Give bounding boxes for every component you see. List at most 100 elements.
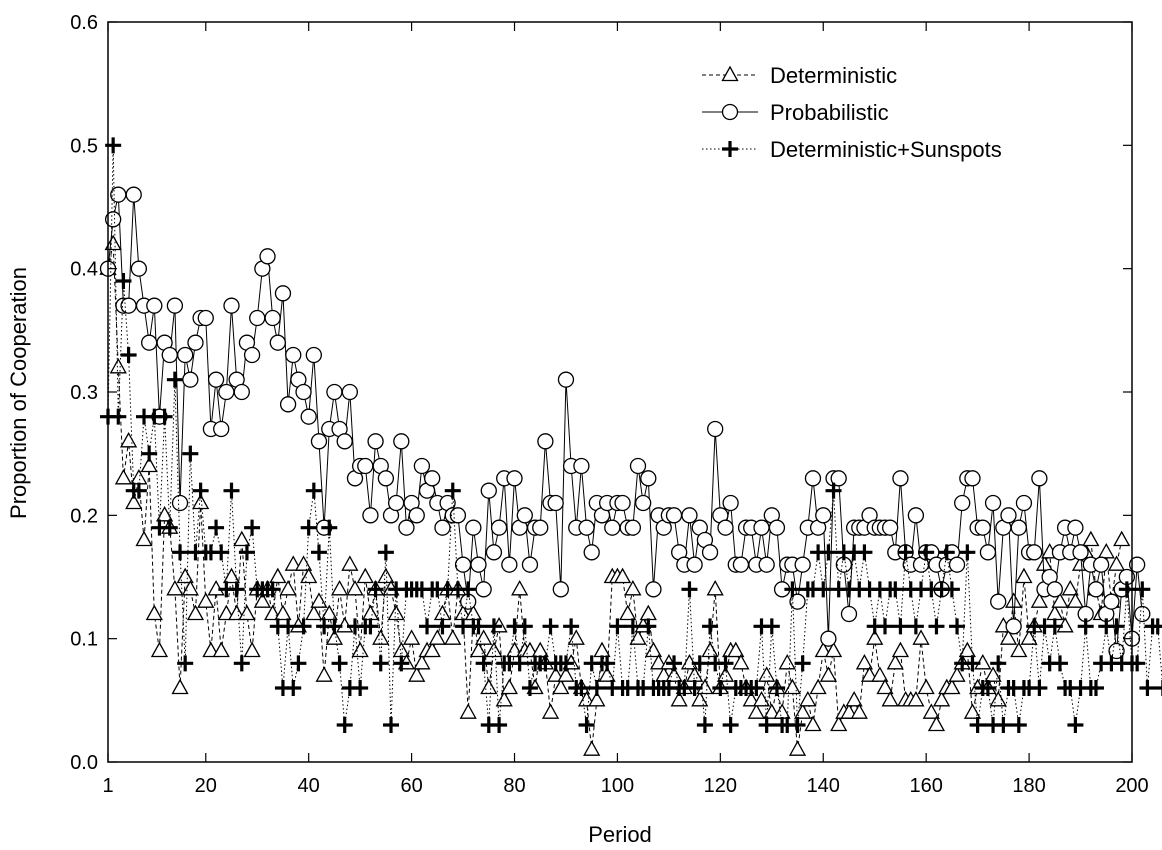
- probabilistic-point-59: [398, 519, 415, 536]
- probabilistic-point-55: [377, 470, 395, 487]
- deterministic-point-18: [186, 604, 205, 621]
- probabilistic-point-33: [264, 309, 281, 327]
- y-tick-label-0.6: 0.6: [70, 12, 98, 34]
- deterministic-sunspots-point-122: [722, 717, 739, 733]
- probabilistic-point-83: [521, 556, 539, 573]
- deterministic-sunspots-point-135: [789, 717, 806, 733]
- deterministic-point-155: [891, 641, 910, 658]
- deterministic-point-4: [114, 468, 133, 485]
- deterministic-point-76: [485, 641, 503, 658]
- probabilistic-point-2: [104, 211, 122, 228]
- deterministic-sunspots-point-174: [990, 655, 1007, 672]
- probabilistic-point-135: [789, 593, 806, 610]
- probabilistic-point-143: [830, 470, 847, 487]
- deterministic-sunspots-point-140: [815, 581, 832, 598]
- deterministic-point-10: [145, 604, 163, 621]
- deterministic-sunspots-point-77: [491, 717, 508, 733]
- deterministic-point-71: [459, 703, 477, 719]
- deterministic-sunspots-point-9: [141, 445, 158, 462]
- deterministic-sunspots-point-52: [362, 618, 379, 635]
- deterministic-sunspots-point-33: [264, 581, 281, 598]
- deterministic-point-89: [552, 678, 570, 695]
- deterministic-sunspots-point-76: [485, 618, 502, 635]
- deterministic-sunspots-point-44: [321, 519, 338, 536]
- deterministic-point-154: [886, 653, 904, 670]
- deterministic-sunspots-point-117: [696, 717, 713, 733]
- probabilistic-point-58: [393, 433, 410, 450]
- deterministic-sunspots-point-28: [238, 544, 255, 561]
- deterministic-sunspots-point-168: [959, 544, 976, 561]
- deterministic-sunspots-point-121: [717, 655, 734, 672]
- deterministic-point-168: [958, 641, 976, 658]
- series-layer: [99, 137, 1162, 756]
- legend-marker-deterministic: [721, 65, 739, 82]
- deterministic-point-21: [202, 641, 220, 658]
- deterministic-sunspots-point-83: [521, 680, 538, 696]
- probabilistic-point-69: [449, 507, 467, 524]
- legend-marker-probabilistic: [721, 103, 739, 121]
- deterministic-point-176: [999, 629, 1018, 645]
- deterministic-point-180: [1020, 629, 1038, 645]
- deterministic-point-24: [217, 604, 235, 621]
- legend-marker-deterministic-sunspots: [722, 141, 738, 157]
- deterministic-point-123: [727, 641, 745, 658]
- probabilistic-point-73: [470, 556, 487, 573]
- probabilistic-point-42: [310, 433, 328, 450]
- deterministic-sunspots-point-162: [928, 618, 945, 635]
- probabilistic-point-62: [413, 457, 431, 475]
- y-tick-label-0.4: 0.4: [70, 259, 98, 281]
- deterministic-point-98: [598, 666, 616, 682]
- deterministic-point-31: [253, 592, 271, 608]
- deterministic-sunspots-point-100: [609, 618, 626, 635]
- deterministic-point-138: [804, 715, 822, 732]
- probabilistic-point-88: [547, 494, 564, 512]
- deterministic-point-20: [197, 592, 215, 608]
- probabilistic-point-76: [485, 544, 503, 561]
- probabilistic-point-129: [758, 556, 775, 573]
- probabilistic-point-14: [166, 297, 184, 314]
- deterministic-point-9: [140, 456, 158, 473]
- deterministic-sunspots-point-5: [120, 347, 137, 363]
- deterministic-point-145: [840, 703, 858, 719]
- deterministic-sunspots-point-106: [640, 618, 657, 635]
- deterministic-sunspots-point-42: [310, 544, 327, 561]
- probabilistic-point-61: [408, 507, 425, 524]
- probabilistic-point-171: [974, 519, 991, 536]
- deterministic-sunspots-point-17: [182, 445, 199, 462]
- deterministic-sunspots-point-111: [666, 655, 683, 672]
- deterministic-sunspots-point-160: [918, 544, 935, 561]
- probabilistic-point-6: [125, 186, 142, 203]
- x-tick-label-200: 200: [1115, 775, 1148, 797]
- deterministic-sunspots-point-40: [300, 519, 317, 536]
- deterministic-point-135: [788, 740, 807, 756]
- deterministic-sunspots-point-25: [223, 482, 240, 499]
- deterministic-sunspots-point-178: [1010, 717, 1027, 733]
- probabilistic-point-190: [1072, 544, 1089, 561]
- x-tick-label-60: 60: [400, 775, 422, 797]
- probabilistic-point-16: [177, 346, 194, 364]
- deterministic-sunspots-point-115: [686, 680, 703, 696]
- x-tick-label-180: 180: [1012, 775, 1045, 797]
- deterministic-sunspots-point-169: [964, 655, 981, 672]
- probabilistic-point-66: [434, 519, 451, 536]
- deterministic-sunspots-point-127: [748, 680, 765, 696]
- deterministic-sunspots-point-155: [892, 618, 909, 635]
- legend-label-deterministic: Deterministic: [770, 63, 897, 88]
- deterministic-point-25: [222, 567, 241, 584]
- deterministic-sunspots-point-91: [563, 618, 580, 635]
- deterministic-sunspots-series: [100, 137, 1162, 733]
- deterministic-sunspots-point-71: [460, 581, 477, 598]
- deterministic-sunspots-point-186: [1051, 655, 1068, 672]
- deterministic-sunspots-point-158: [907, 618, 924, 635]
- deterministic-point-121: [716, 666, 735, 682]
- probabilistic-point-136: [794, 556, 811, 573]
- deterministic-point-49: [346, 579, 364, 596]
- deterministic-sunspots-point-39: [295, 618, 312, 635]
- deterministic-point-111: [665, 666, 683, 682]
- probabilistic-point-35: [274, 285, 292, 302]
- deterministic-point-186: [1051, 592, 1069, 608]
- y-axis-title: Proportion of Cooperation: [6, 267, 31, 519]
- deterministic-sunspots-point-185: [1046, 618, 1063, 635]
- deterministic-point-54: [372, 629, 390, 645]
- deterministic-sunspots-point-197: [1108, 618, 1125, 635]
